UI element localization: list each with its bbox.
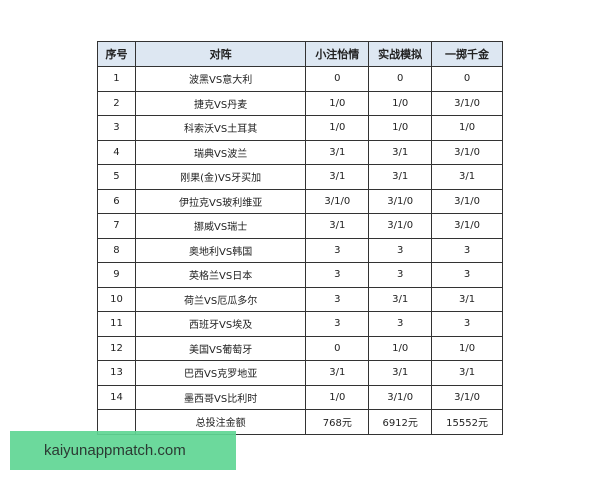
column-header: 对阵 — [134, 41, 307, 67]
table-cell: 3/1/0 — [431, 384, 503, 410]
table-cell: 0 — [368, 66, 433, 92]
table-cell: 3/1 — [305, 139, 370, 165]
table-cell: 3 — [368, 311, 433, 337]
table-cell: 0 — [431, 66, 503, 92]
table-cell: 3/1 — [368, 360, 433, 386]
table-cell: 1/0 — [368, 90, 433, 116]
table-row: 3 科索沃VS土耳其 1/0 1/0 1/0 — [97, 115, 503, 141]
table-row: 7 挪威VS瑞士 3/1 3/1/0 3/1/0 — [97, 213, 503, 239]
table-cell: 3 — [431, 262, 503, 288]
table-cell: 1/0 — [431, 335, 503, 361]
table-cell: 0 — [305, 66, 370, 92]
watermark-banner[interactable]: kaiyunappmatch.com — [10, 431, 236, 470]
table-cell: 3/1/0 — [305, 188, 370, 214]
table-cell: 3/1/0 — [431, 213, 503, 239]
column-header: 一掷千金 — [431, 41, 503, 67]
table-cell: 3/1 — [305, 213, 370, 239]
table-cell: 12 — [97, 335, 136, 361]
table-cell: 1 — [97, 66, 136, 92]
table-cell: 6 — [97, 188, 136, 214]
table-cell: 奥地利VS韩国 — [134, 237, 307, 263]
table-cell: 768元 — [305, 409, 370, 435]
table-cell: 英格兰VS日本 — [134, 262, 307, 288]
table-cell: 墨西哥VS比利时 — [134, 384, 307, 410]
table-cell: 13 — [97, 360, 136, 386]
table-row: 12 美国VS葡萄牙 0 1/0 1/0 — [97, 335, 503, 361]
table-cell: 3/1 — [368, 164, 433, 190]
table-cell: 3/1/0 — [368, 213, 433, 239]
table-cell: 3 — [431, 237, 503, 263]
table-cell: 3/1 — [431, 286, 503, 312]
table-cell: 1/0 — [305, 90, 370, 116]
table-cell: 0 — [305, 335, 370, 361]
table-cell: 3 — [305, 262, 370, 288]
table-cell: 9 — [97, 262, 136, 288]
table-cell: 3/1/0 — [431, 188, 503, 214]
table-cell: 捷克VS丹麦 — [134, 90, 307, 116]
bet-table: 序号 对阵 小注怡情 实战模拟 一掷千金 1 波黑VS意大利 0 0 0 2 捷克VS丹麦 1/0 1/… — [97, 41, 503, 435]
table-cell: 14 — [97, 384, 136, 410]
table-row: 6 伊拉克VS玻利维亚 3/1/0 3/1/0 3/1/0 — [97, 188, 503, 214]
table-cell: 伊拉克VS玻利维亚 — [134, 188, 307, 214]
table-cell: 3 — [431, 311, 503, 337]
table-cell: 瑞典VS波兰 — [134, 139, 307, 165]
table-cell: 3/1/0 — [431, 139, 503, 165]
table-cell: 3/1 — [431, 164, 503, 190]
column-header: 实战模拟 — [368, 41, 433, 67]
table-cell: 15552元 — [431, 409, 503, 435]
table-cell: 科索沃VS土耳其 — [134, 115, 307, 141]
column-header: 小注怡情 — [305, 41, 370, 67]
table-cell: 1/0 — [305, 115, 370, 141]
table-row: 2 捷克VS丹麦 1/0 1/0 3/1/0 — [97, 90, 503, 116]
table-cell: 4 — [97, 139, 136, 165]
table-cell: 3/1 — [368, 139, 433, 165]
table-row: 8 奥地利VS韩国 3 3 3 — [97, 237, 503, 263]
table-cell: 3 — [97, 115, 136, 141]
table-cell: 3/1 — [431, 360, 503, 386]
column-header: 序号 — [97, 41, 136, 67]
table-row: 4 瑞典VS波兰 3/1 3/1 3/1/0 — [97, 139, 503, 165]
table-cell: 西班牙VS埃及 — [134, 311, 307, 337]
table-row: 5 刚果(金)VS牙买加 3/1 3/1 3/1 — [97, 164, 503, 190]
table-cell: 5 — [97, 164, 136, 190]
table-cell: 3 — [305, 237, 370, 263]
table-cell: 1/0 — [431, 115, 503, 141]
table-cell: 3/1/0 — [368, 384, 433, 410]
table-row: 13 巴西VS克罗地亚 3/1 3/1 3/1 — [97, 360, 503, 386]
table-row: 11 西班牙VS埃及 3 3 3 — [97, 311, 503, 337]
table-cell: 3 — [368, 262, 433, 288]
table-cell: 3 — [305, 311, 370, 337]
table-cell: 3/1/0 — [431, 90, 503, 116]
table-cell: 1/0 — [368, 115, 433, 141]
table-cell: 巴西VS克罗地亚 — [134, 360, 307, 386]
table-cell: 2 — [97, 90, 136, 116]
table-cell: 10 — [97, 286, 136, 312]
table-cell: 3/1/0 — [368, 188, 433, 214]
table-row: 10 荷兰VS厄瓜多尔 3 3/1 3/1 — [97, 286, 503, 312]
table-cell: 8 — [97, 237, 136, 263]
table-cell: 6912元 — [368, 409, 433, 435]
table-cell: 3/1 — [368, 286, 433, 312]
table-cell: 11 — [97, 311, 136, 337]
table-row: 14 墨西哥VS比利时 1/0 3/1/0 3/1/0 — [97, 384, 503, 410]
table-cell: 3/1 — [305, 360, 370, 386]
table-cell: 1/0 — [368, 335, 433, 361]
table-cell: 美国VS葡萄牙 — [134, 335, 307, 361]
table-cell: 3 — [305, 286, 370, 312]
header-row: 序号 对阵 小注怡情 实战模拟 一掷千金 — [97, 41, 503, 67]
table-cell: 刚果(金)VS牙买加 — [134, 164, 307, 190]
table-cell: 7 — [97, 213, 136, 239]
table-cell: 3/1 — [305, 164, 370, 190]
table-cell: 1/0 — [305, 384, 370, 410]
table-cell: 3 — [368, 237, 433, 263]
table-cell: 挪威VS瑞士 — [134, 213, 307, 239]
table-row: 1 波黑VS意大利 0 0 0 — [97, 66, 503, 92]
table-cell: 波黑VS意大利 — [134, 66, 307, 92]
table-row: 9 英格兰VS日本 3 3 3 — [97, 262, 503, 288]
table-cell: 荷兰VS厄瓜多尔 — [134, 286, 307, 312]
watermark-text: kaiyunappmatch.com — [44, 442, 186, 459]
